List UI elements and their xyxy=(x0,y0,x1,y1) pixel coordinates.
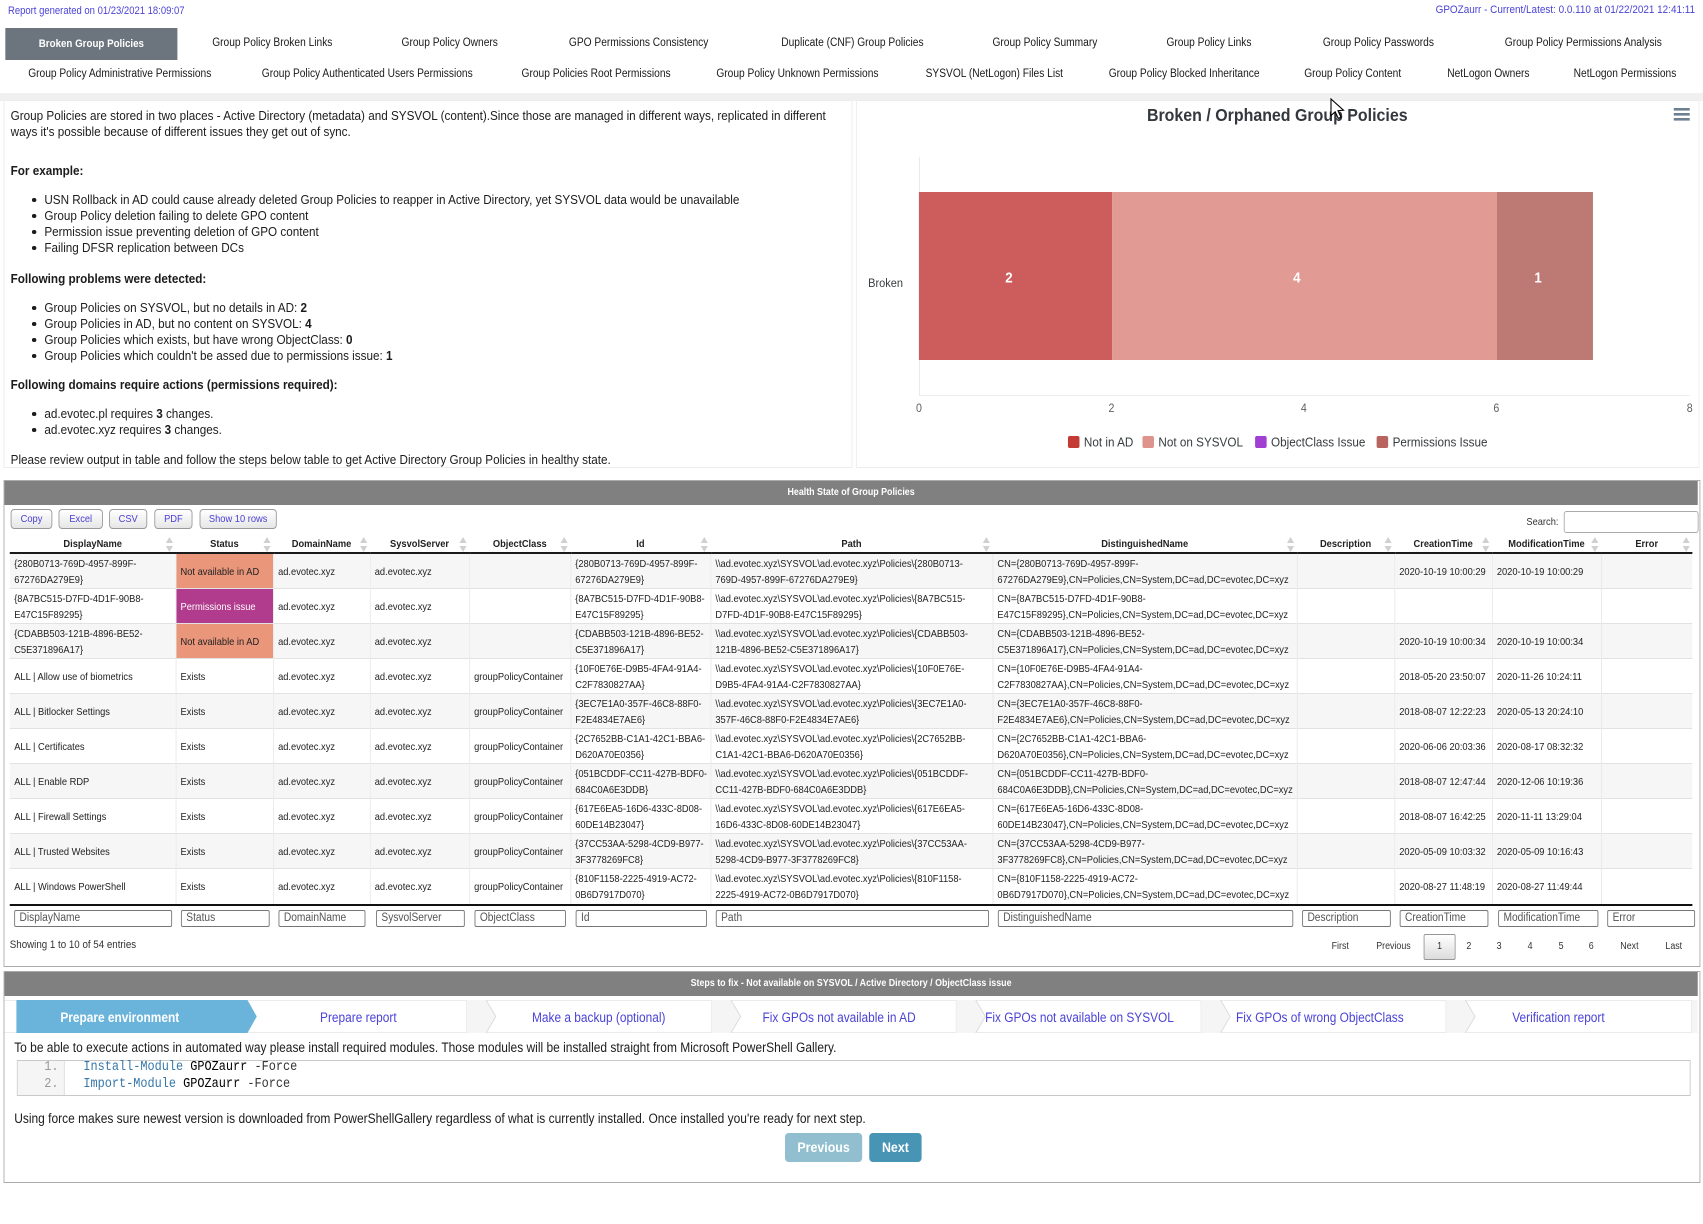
svg-text:Permissions Issue: Permissions Issue xyxy=(1393,435,1488,450)
svg-text:2: 2 xyxy=(1108,402,1114,415)
svg-text:ObjectClass Issue: ObjectClass Issue xyxy=(1271,435,1365,450)
svg-text:Broken / Orphaned Group Polici: Broken / Orphaned Group Policies xyxy=(1147,105,1408,125)
svg-text:2: 2 xyxy=(1005,270,1013,287)
svg-text:8: 8 xyxy=(1687,402,1693,415)
svg-text:Not in AD: Not in AD xyxy=(1084,435,1133,450)
svg-text:Not on SYSVOL: Not on SYSVOL xyxy=(1158,435,1243,450)
svg-text:Broken: Broken xyxy=(868,276,903,290)
svg-text:4: 4 xyxy=(1301,402,1307,415)
svg-text:0: 0 xyxy=(916,402,922,415)
svg-text:6: 6 xyxy=(1493,402,1499,415)
svg-text:1: 1 xyxy=(1534,270,1542,287)
svg-text:4: 4 xyxy=(1293,270,1301,287)
